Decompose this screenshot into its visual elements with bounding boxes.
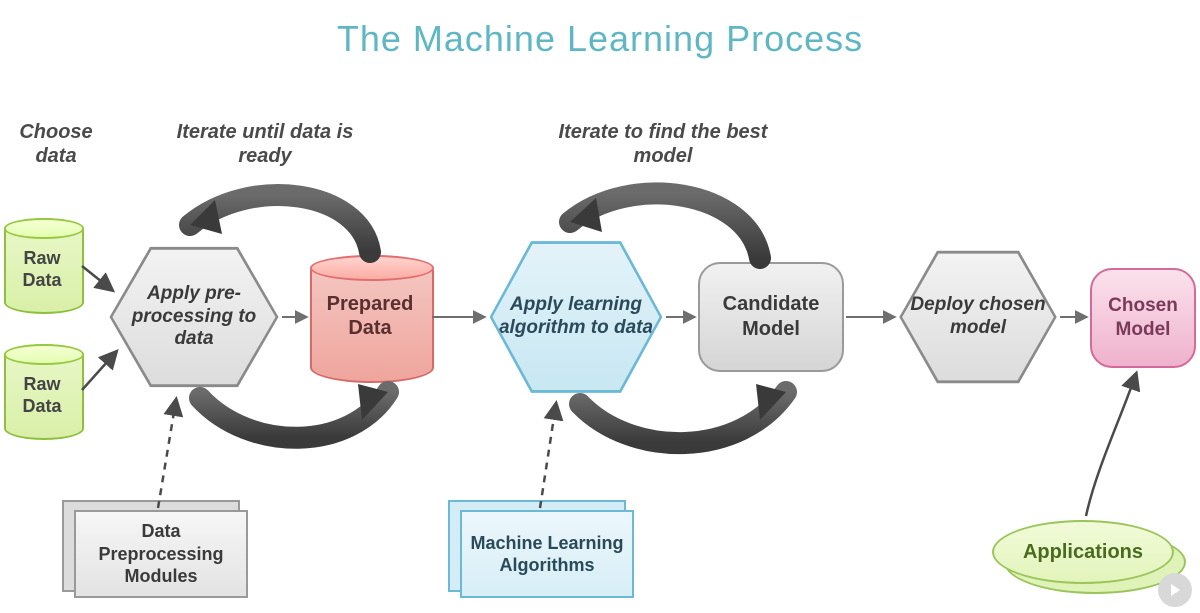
ml-algos-label: Machine Learning Algorithms xyxy=(468,532,626,577)
preprocess-hexagon: Apply pre-processing to data xyxy=(106,244,282,390)
play-icon[interactable] xyxy=(1158,573,1192,607)
raw-data-cylinder-2 xyxy=(4,344,84,440)
candidate-model-box: Candidate Model xyxy=(698,262,844,372)
label-choose-data: Choose data xyxy=(6,120,106,168)
preproc-modules-label: Data Preprocessing Modules xyxy=(82,520,240,588)
ml-algos-card: Machine Learning Algorithms xyxy=(460,510,634,598)
label-iterate-data: Iterate until data is ready xyxy=(160,120,370,168)
preproc-modules-card: Data Preprocessing Modules xyxy=(74,510,248,598)
raw-data-cylinder-1 xyxy=(4,218,84,314)
chosen-model-label: Chosen Model xyxy=(1100,294,1186,342)
preprocess-hexagon-label: Apply pre-processing to data xyxy=(115,283,273,351)
page-title: The Machine Learning Process xyxy=(0,18,1200,60)
apply-algorithm-hexagon: Apply learning algorithm to data xyxy=(486,238,666,396)
prepared-data-cylinder xyxy=(310,255,434,383)
applications-ellipse: Applications xyxy=(992,520,1174,584)
applications-label: Applications xyxy=(1023,541,1143,564)
apply-algorithm-label: Apply learning algorithm to data xyxy=(495,294,657,340)
chosen-model-box: Chosen Model xyxy=(1090,268,1196,368)
candidate-model-label: Candidate Model xyxy=(708,292,834,342)
deploy-hexagon: Deploy chosen model xyxy=(896,248,1060,386)
deploy-hexagon-label: Deploy chosen model xyxy=(905,294,1051,340)
label-iterate-model: Iterate to find the best model xyxy=(548,120,778,168)
